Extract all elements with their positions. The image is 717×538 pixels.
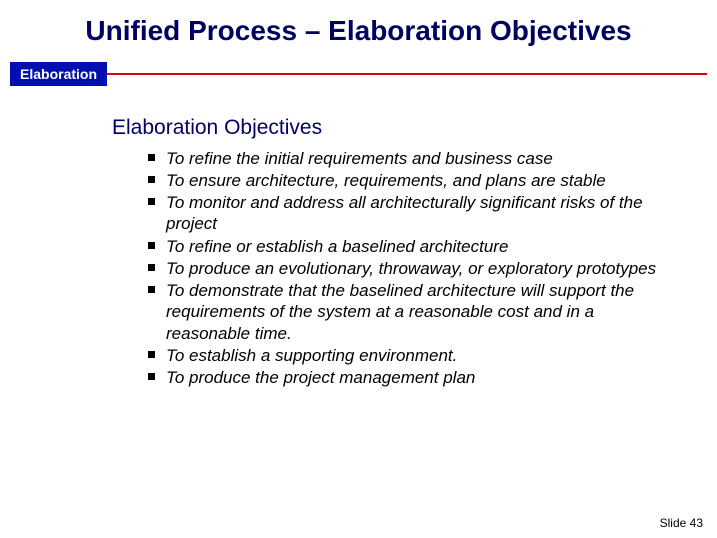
list-item: To refine the initial requirements and b… — [148, 148, 677, 169]
objectives-list: To refine the initial requirements and b… — [112, 148, 677, 389]
section-label: Elaboration — [10, 62, 107, 86]
divider-line — [10, 73, 707, 75]
subtitle: Elaboration Objectives — [112, 116, 677, 140]
list-item: To monitor and address all architectural… — [148, 192, 677, 235]
slide-title: Unified Process – Elaboration Objectives — [0, 0, 717, 58]
list-item: To produce an evolutionary, throwaway, o… — [148, 258, 677, 279]
list-item: To establish a supporting environment. — [148, 345, 677, 366]
section-bar: Elaboration — [0, 62, 717, 86]
slide-number: Slide 43 — [660, 516, 703, 530]
list-item: To refine or establish a baselined archi… — [148, 236, 677, 257]
list-item: To ensure architecture, requirements, an… — [148, 170, 677, 191]
list-item: To produce the project management plan — [148, 367, 677, 388]
list-item: To demonstrate that the baselined archit… — [148, 280, 677, 344]
content-area: Elaboration Objectives To refine the ini… — [0, 86, 717, 389]
